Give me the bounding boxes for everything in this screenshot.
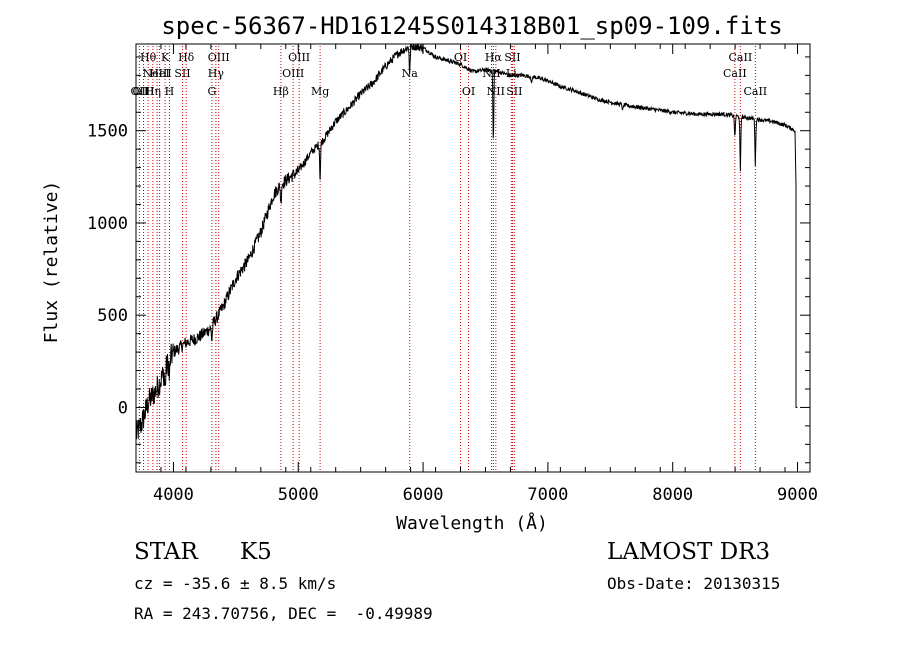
- line-marker-label-3: Hη: [145, 85, 161, 98]
- x-tick-label-5: 9000: [777, 485, 818, 505]
- object-class: STAR: [134, 539, 198, 565]
- line-marker-label-5: HeI: [149, 67, 169, 80]
- x-tick-label-4: 8000: [652, 485, 693, 505]
- y-axis-label: Flux (relative): [41, 181, 62, 344]
- line-marker-label-7: H: [165, 85, 175, 98]
- line-marker-labels: OIIOIIIHθHηNeIIIHeIKHSIIHδGHγOIIIHβOIIIO…: [131, 51, 768, 98]
- line-marker-label-28: CaII: [743, 85, 767, 98]
- line-marker-label-18: OI: [454, 51, 467, 64]
- x-tick-label-1: 5000: [278, 485, 319, 505]
- survey-label: LAMOST DR3: [607, 539, 771, 565]
- line-marker-label-10: G: [207, 85, 216, 98]
- observation-date: Obs-Date: 20130315: [607, 574, 781, 593]
- line-marker-label-17: Na: [402, 67, 419, 80]
- line-marker-label-22: NII: [487, 85, 505, 98]
- velocity-readout: cz = -35.6 ± 8.5 km/s: [134, 574, 337, 593]
- line-marker-label-15: OIII: [288, 51, 310, 64]
- object-subclass: K5: [240, 539, 272, 565]
- chart-title: spec-56367-HD161245S014318B01_sp09-109.f…: [161, 12, 782, 40]
- line-marker-label-12: OIII: [208, 51, 230, 64]
- line-marker-label-9: Hδ: [178, 51, 195, 64]
- line-marker-label-21: Hα: [485, 51, 503, 64]
- coordinates-readout: RA = 243.70756, DEC = -0.49989: [134, 604, 433, 623]
- y-tick-label-1: 500: [97, 306, 128, 326]
- line-marker-label-13: Hβ: [273, 85, 289, 98]
- line-marker-label-6: K: [161, 51, 170, 64]
- line-marker-label-19: OI: [462, 85, 475, 98]
- plot-frame: [135, 43, 811, 473]
- x-tick-label-0: 4000: [153, 485, 194, 505]
- line-marker-label-26: CaII: [723, 67, 747, 80]
- x-axis-label: Wavelength (Å): [396, 512, 548, 534]
- line-marker-label-25: SII: [506, 85, 522, 98]
- y-tick-label-3: 1500: [87, 122, 128, 142]
- line-marker-label-4: NeIII: [143, 67, 172, 80]
- line-marker-label-24: SII: [504, 51, 520, 64]
- y-tick-label-0: 0: [118, 398, 128, 418]
- y-axis-ticks: 0 500 1000 1500: [87, 56, 810, 464]
- line-marker-label-23: Li: [506, 67, 517, 80]
- line-markers: [138, 46, 756, 471]
- line-marker-label-0: OII: [131, 85, 149, 98]
- line-marker-label-11: Hγ: [208, 67, 225, 80]
- line-marker-label-2: Hθ: [140, 51, 157, 64]
- x-tick-label-2: 6000: [403, 485, 444, 505]
- line-marker-label-1: OIII: [132, 85, 154, 98]
- line-marker-label-27: CaII: [729, 51, 753, 64]
- x-axis-ticks: 4000 5000 6000 7000 8000 9000: [135, 44, 818, 505]
- x-tick-label-3: 7000: [527, 485, 568, 505]
- y-tick-label-2: 1000: [87, 214, 128, 234]
- line-marker-label-16: Mg: [311, 85, 329, 98]
- line-marker-label-14: OIII: [282, 67, 304, 80]
- spectrum-line: [135, 43, 798, 440]
- line-marker-label-8: SII: [174, 67, 190, 80]
